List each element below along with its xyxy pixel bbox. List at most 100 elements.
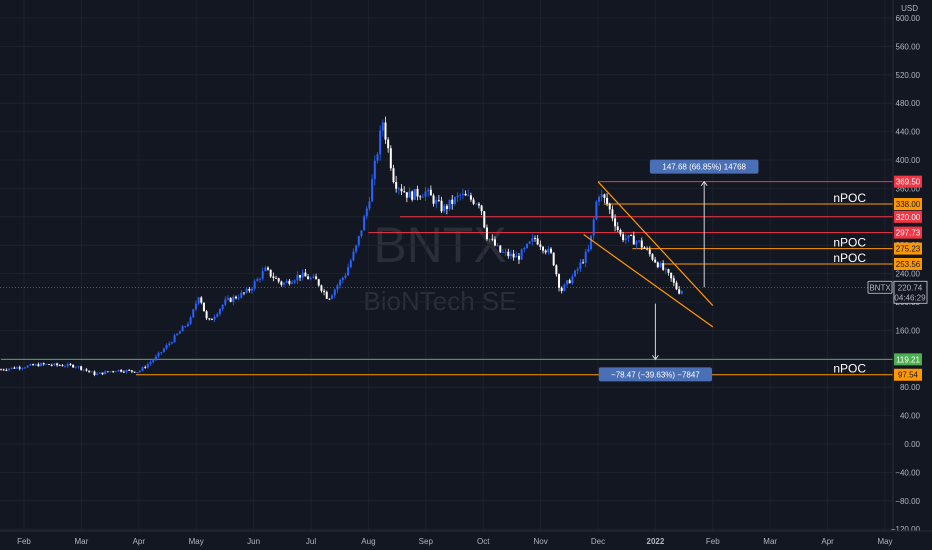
measure-up-box bbox=[649, 159, 759, 174]
candle-body bbox=[336, 285, 339, 290]
price-axis-background bbox=[893, 0, 932, 550]
candle-body bbox=[600, 194, 603, 198]
candle-body bbox=[64, 366, 67, 368]
candle-body bbox=[245, 288, 248, 293]
candle-body bbox=[571, 276, 574, 284]
last-price-tag bbox=[893, 280, 928, 304]
candle-body bbox=[475, 203, 478, 205]
candle-body bbox=[181, 326, 184, 332]
candle-body bbox=[651, 254, 654, 260]
candle-body bbox=[630, 235, 633, 236]
candle-body bbox=[555, 265, 558, 275]
candle-body bbox=[157, 352, 160, 357]
time-tick-label: Feb bbox=[706, 537, 720, 546]
candle-body bbox=[162, 348, 165, 353]
candle-body bbox=[493, 239, 496, 246]
candle-body bbox=[136, 372, 139, 373]
measure-down-arrow bbox=[652, 355, 659, 361]
candle-body bbox=[323, 290, 326, 292]
falling-channel bbox=[583, 181, 714, 328]
candle-body bbox=[558, 274, 561, 288]
candle-body bbox=[261, 271, 264, 279]
time-tick-label: Feb bbox=[17, 537, 31, 546]
channel-line bbox=[597, 181, 714, 306]
npoc-label: nPOC bbox=[833, 251, 866, 265]
candle-body bbox=[5, 369, 8, 371]
npoc-label: nPOC bbox=[833, 236, 866, 250]
candle-body bbox=[429, 189, 432, 196]
price-tick-label: −40.00 bbox=[895, 468, 920, 477]
candle-body bbox=[267, 267, 270, 270]
time-axis[interactable]: Feb Mar Apr May Jun Jul Aug Sep Oct Nov Dec 2022 Feb… bbox=[0, 530, 932, 550]
candle-body bbox=[598, 197, 601, 202]
candle-body bbox=[170, 342, 173, 344]
candle-body bbox=[125, 370, 128, 373]
candle-body bbox=[624, 238, 627, 241]
candle-body bbox=[440, 200, 443, 212]
candle-body bbox=[152, 359, 155, 363]
candle-body bbox=[408, 191, 411, 198]
candle-body bbox=[453, 197, 456, 204]
price-tick-label: −120.00 bbox=[891, 525, 921, 534]
candle-body bbox=[451, 199, 454, 204]
price-tags: 369.50 338.00 320.00 297.73 275.23 253.56 119.… bbox=[867, 175, 928, 381]
time-tick-label: Mar bbox=[763, 537, 777, 546]
candle-body bbox=[69, 364, 72, 365]
candle-body bbox=[640, 240, 643, 248]
candle-body bbox=[291, 282, 294, 284]
candle-body bbox=[248, 288, 251, 291]
candle-body bbox=[416, 188, 419, 197]
candle-body bbox=[224, 299, 227, 305]
candle-body bbox=[18, 367, 21, 369]
candle-body bbox=[2, 369, 5, 371]
candle-body bbox=[331, 295, 334, 299]
candle-body bbox=[296, 274, 299, 281]
candle-body bbox=[635, 241, 638, 245]
level-tag-label: 320.00 bbox=[896, 213, 921, 222]
level-tag bbox=[894, 198, 922, 211]
candle-body bbox=[477, 203, 480, 206]
candle-body bbox=[608, 203, 611, 210]
candle-body bbox=[576, 268, 579, 271]
candle-body bbox=[672, 278, 675, 283]
candle-body bbox=[445, 205, 448, 210]
candle-body bbox=[662, 263, 665, 270]
candle-body bbox=[96, 373, 99, 375]
candle-body bbox=[114, 371, 117, 373]
candle-body bbox=[566, 280, 569, 285]
candle-body bbox=[622, 234, 625, 241]
candle-body bbox=[517, 255, 520, 260]
candle-body bbox=[389, 148, 392, 169]
last-price-timer: 04:46:29 bbox=[894, 293, 926, 302]
candle-body bbox=[93, 371, 96, 375]
candle-body bbox=[387, 139, 390, 149]
candle-body bbox=[37, 364, 40, 367]
candle-body bbox=[288, 280, 291, 284]
candle-body bbox=[544, 250, 547, 253]
candle-body bbox=[504, 251, 507, 253]
candle-body bbox=[344, 275, 347, 278]
level-tag bbox=[894, 242, 922, 255]
candle-body bbox=[165, 345, 168, 349]
candle-body bbox=[427, 189, 430, 192]
candle-body bbox=[325, 291, 328, 299]
candle-body bbox=[112, 371, 115, 373]
candle-body bbox=[341, 277, 344, 281]
level-tag-label: 297.73 bbox=[896, 229, 921, 238]
candle-body bbox=[670, 272, 673, 279]
candle-body bbox=[50, 364, 53, 366]
candle-body bbox=[464, 193, 467, 196]
candle-body bbox=[90, 371, 93, 373]
price-tick-label: 600.00 bbox=[896, 14, 921, 23]
candle-body bbox=[277, 278, 280, 282]
candle-body bbox=[32, 364, 35, 366]
level-tag-label: 119.21 bbox=[896, 355, 920, 364]
candle-body bbox=[461, 193, 464, 195]
candle-body bbox=[66, 364, 69, 367]
candle-body bbox=[58, 365, 61, 366]
candle-body bbox=[138, 370, 141, 373]
candle-body bbox=[109, 371, 112, 373]
candle-body bbox=[680, 291, 683, 294]
